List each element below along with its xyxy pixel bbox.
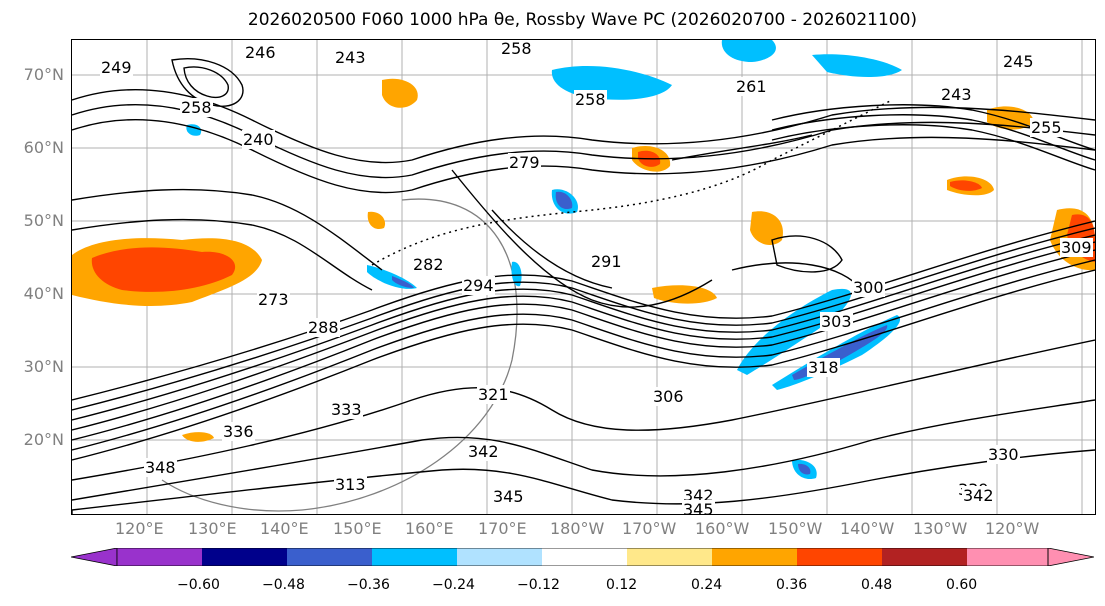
contour-label: 306 (652, 387, 685, 406)
lon-label: 120°E (115, 519, 164, 538)
lon-label: 120°W (985, 519, 1040, 538)
colorbar-segment (712, 548, 797, 566)
map-canvas (72, 40, 1095, 514)
contour-label: 273 (257, 290, 290, 309)
contour-label: 303 (820, 312, 853, 331)
contour-label: 258 (500, 39, 533, 58)
contour-label: 258 (180, 98, 213, 117)
colorbar-segment (967, 548, 1048, 566)
contour-label: 333 (330, 400, 363, 419)
colorbar-segment (542, 548, 627, 566)
lat-label: 20°N (23, 430, 64, 449)
contour-label: 243 (940, 85, 973, 104)
colorbar-tick: −0.36 (347, 577, 390, 593)
colorbar-segment (797, 548, 882, 566)
contour-label: 249 (100, 58, 133, 77)
contour-label: 261 (735, 77, 768, 96)
contour-label: 313 (334, 475, 367, 494)
contour-label: 282 (412, 255, 445, 274)
lon-label: 160°W (695, 519, 750, 538)
contour-label: 348 (144, 458, 177, 477)
contour-label: 345 (492, 487, 525, 506)
colorbar-segment (457, 548, 542, 566)
colorbar-tick: 0.60 (946, 577, 978, 593)
contour-label: 342 (467, 442, 500, 461)
colorbar-segment (882, 548, 967, 566)
lon-label: 170°E (478, 519, 527, 538)
contour-label: 309 (1060, 238, 1093, 257)
colorbar-tick: 0.24 (691, 577, 723, 593)
lat-label: 70°N (23, 65, 64, 84)
lon-label: 130°W (913, 519, 968, 538)
contour-label: 336 (222, 422, 255, 441)
contour-label: 330 (987, 445, 1020, 464)
contour-label: 321 (477, 385, 510, 404)
lat-label: 50°N (23, 211, 64, 230)
contour-label: 246 (244, 43, 277, 62)
colorbar-tick: 0.48 (861, 577, 893, 593)
contour-label: 240 (242, 130, 275, 149)
contour-label: 291 (590, 252, 623, 271)
lon-label: 140°E (260, 519, 309, 538)
colorbar-tick: 0.12 (606, 577, 638, 593)
colorbar-tick: 0.36 (776, 577, 808, 593)
contour-label: 342 (962, 486, 995, 505)
contour-label: 288 (307, 318, 340, 337)
colorbar-extend-high (1047, 548, 1094, 566)
colorbar-tick: −0.48 (262, 577, 305, 593)
contour-label: 245 (1002, 52, 1035, 71)
colorbar-segment (372, 548, 457, 566)
lon-label: 150°E (333, 519, 382, 538)
lat-label: 30°N (23, 357, 64, 376)
contour-label: 258 (574, 90, 607, 109)
contour-label: 294 (462, 276, 495, 295)
lat-label: 40°N (23, 284, 64, 303)
region-arc (161, 198, 518, 512)
contour-label: 345 (682, 500, 715, 514)
colorbar-tick: −0.60 (177, 577, 220, 593)
colorbar (71, 548, 1094, 566)
map-title: 2026020500 F060 1000 hPa θe, Rossby Wave… (247, 10, 918, 30)
colorbar-segment (627, 548, 712, 566)
colorbar-segment (287, 548, 372, 566)
colorbar-tick: −0.24 (432, 577, 475, 593)
colorbar-extend-low (71, 548, 118, 566)
contour-label: 243 (334, 48, 367, 67)
colorbar-tick: −0.12 (517, 577, 560, 593)
lon-label: 160°E (405, 519, 454, 538)
colorbar-segment (202, 548, 287, 566)
lon-label: 150°W (768, 519, 823, 538)
lat-label: 60°N (23, 138, 64, 157)
contour-label: 279 (508, 153, 541, 172)
colorbar-segment (117, 548, 202, 566)
contour-label: 300 (852, 278, 885, 297)
contour-label: 255 (1030, 118, 1063, 137)
lon-label: 140°W (840, 519, 895, 538)
lon-label: 130°E (188, 519, 237, 538)
lon-label: 180°W (550, 519, 605, 538)
lon-label: 170°W (622, 519, 677, 538)
coastline (371, 99, 893, 266)
contour-label: 318 (807, 358, 840, 377)
map-panel: 246 243 258 249 258 279 291 282 294 273 … (71, 39, 1096, 515)
theta-e-contours (72, 58, 1095, 514)
